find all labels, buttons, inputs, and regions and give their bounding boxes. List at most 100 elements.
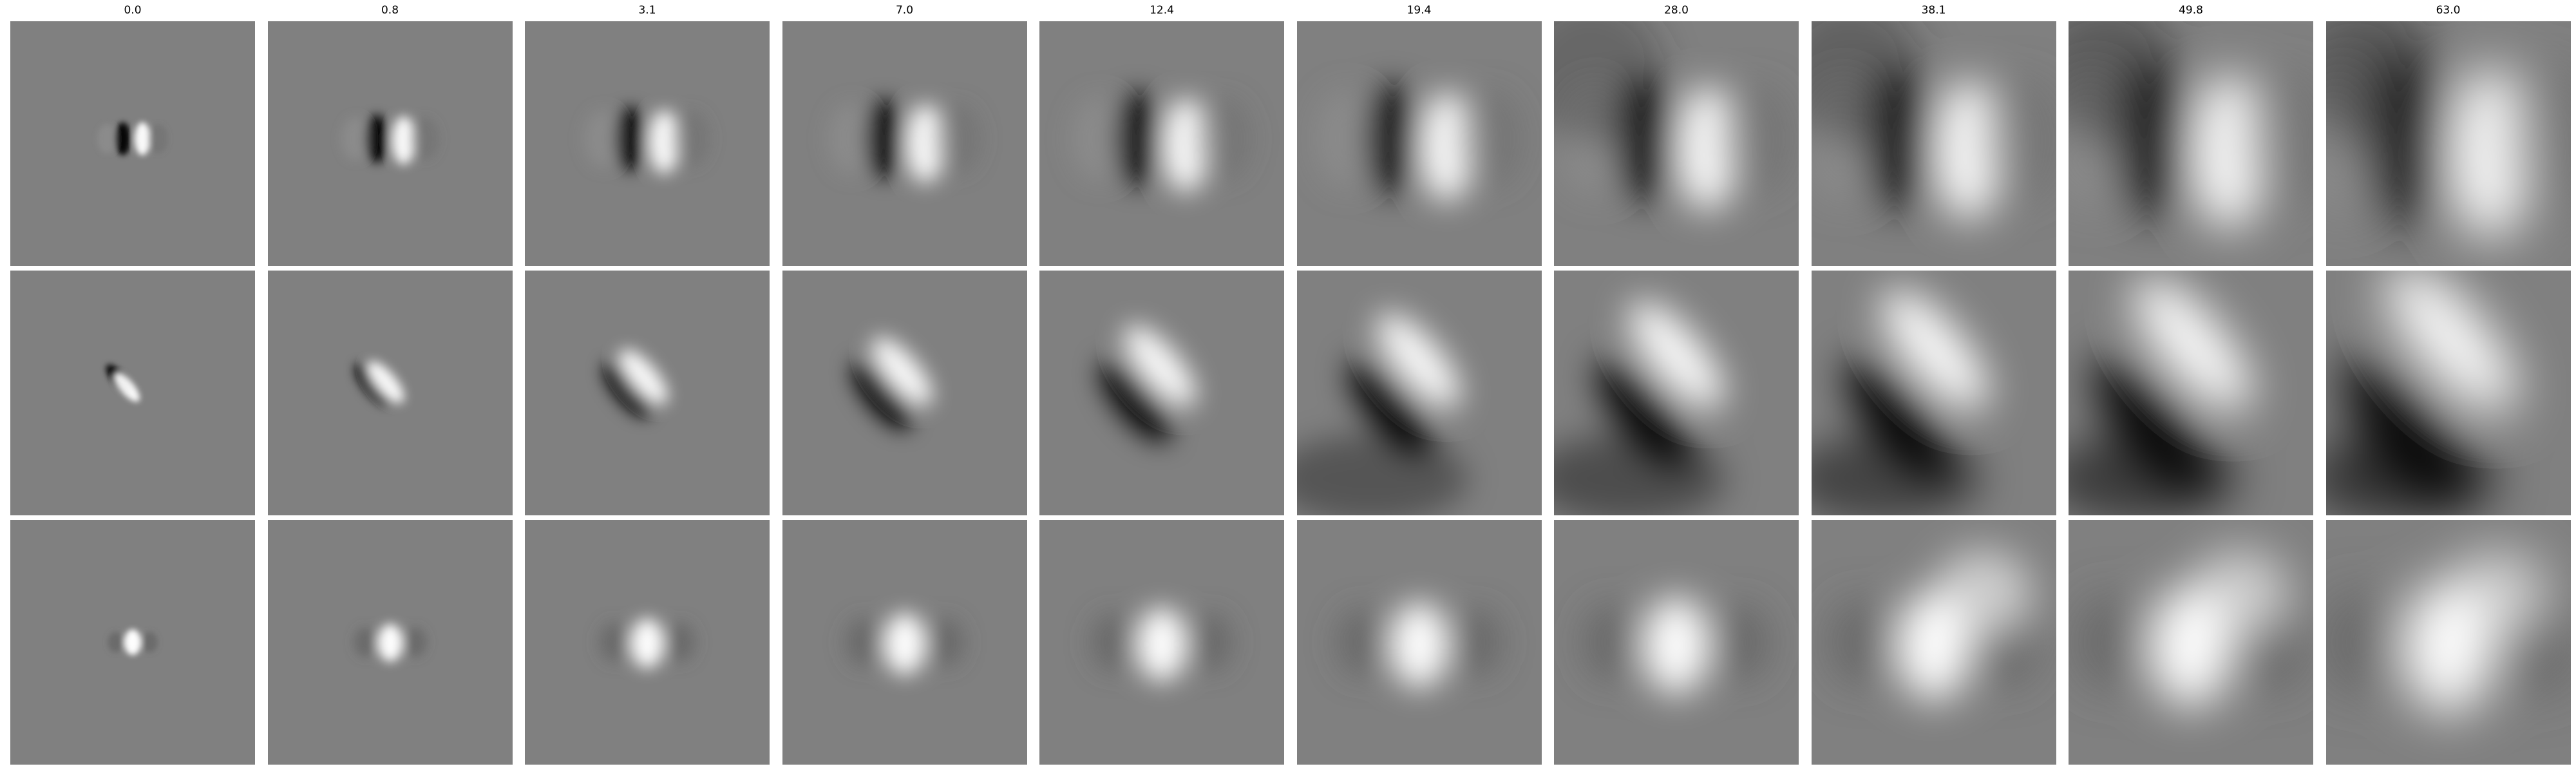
panel-image <box>1039 21 1284 266</box>
panel-background <box>10 21 255 266</box>
receptive-field-lobe <box>1090 613 1135 672</box>
receptive-field-lobe <box>603 362 651 418</box>
receptive-field-lobe <box>108 632 124 653</box>
receptive-field-panel <box>1811 271 2056 515</box>
receptive-field-lobe <box>2069 21 2179 144</box>
receptive-field-lobe <box>1163 98 1209 193</box>
panel-image <box>1296 271 1542 515</box>
panel-image <box>2069 520 2313 765</box>
receptive-field-lobe <box>1457 90 1524 188</box>
receptive-field-panel <box>267 21 513 266</box>
panel-image <box>1811 21 2056 266</box>
receptive-field-lobe <box>584 110 623 167</box>
panel-image <box>2069 271 2313 515</box>
receptive-field-panel <box>1554 21 1799 266</box>
receptive-field-lobe <box>1390 602 1448 688</box>
receptive-field-panel <box>10 271 255 515</box>
receptive-field-lobe <box>135 122 151 156</box>
receptive-field-panel <box>1811 520 2056 765</box>
receptive-field-lobe <box>1296 434 1468 515</box>
receptive-field-lobe <box>341 117 370 160</box>
receptive-field-panel <box>525 520 770 765</box>
column-title: 28.0 <box>1664 4 1689 17</box>
panel-image <box>525 271 770 515</box>
receptive-field-lobe <box>2505 62 2571 215</box>
receptive-field-panel <box>10 21 255 266</box>
receptive-field-panel <box>782 271 1027 515</box>
receptive-field-lobe <box>2073 593 2146 691</box>
receptive-field-panel <box>1039 520 1284 765</box>
receptive-field-lobe <box>148 124 168 154</box>
receptive-field-panel <box>2069 520 2313 765</box>
column-title: 12.4 <box>1150 4 1174 17</box>
panel-image <box>1811 271 2056 515</box>
panel-image <box>782 21 1027 266</box>
panel-image <box>2069 21 2313 266</box>
receptive-field-lobe <box>392 116 415 165</box>
column-title: 63.0 <box>2436 4 2461 17</box>
panel-image <box>267 520 513 765</box>
receptive-field-lobe <box>1099 360 1171 443</box>
receptive-field-panel <box>1296 520 1542 765</box>
receptive-field-lobe <box>865 99 904 178</box>
receptive-field-lobe <box>615 106 646 171</box>
receptive-field-lobe <box>672 110 710 167</box>
receptive-field-panel <box>1554 520 1799 765</box>
panel-background <box>267 21 513 266</box>
receptive-field-lobe <box>403 627 427 658</box>
receptive-field-lobe <box>1554 21 1664 144</box>
receptive-field-lobe <box>97 124 117 154</box>
receptive-field-lobe <box>2325 21 2436 144</box>
panel-image <box>1039 520 1284 765</box>
panel-background <box>782 21 1027 266</box>
receptive-field-lobe <box>1420 91 1473 202</box>
panel-image <box>525 520 770 765</box>
column-title: 0.0 <box>124 4 142 17</box>
receptive-field-lobe <box>1071 97 1128 181</box>
receptive-field-lobe <box>1188 613 1233 672</box>
panel-image <box>1554 520 1799 765</box>
receptive-field-lobe <box>844 617 882 667</box>
receptive-field-lobe <box>1643 596 1709 694</box>
receptive-field-lobe <box>354 363 392 406</box>
panel-background <box>525 21 770 266</box>
receptive-field-lobe <box>367 361 404 403</box>
receptive-field-lobe <box>142 632 158 653</box>
receptive-field-lobe <box>884 613 925 675</box>
receptive-field-lobe <box>934 103 981 175</box>
receptive-field-lobe <box>1115 91 1160 186</box>
panel-image <box>525 21 770 266</box>
column-title: 49.8 <box>2179 4 2203 17</box>
receptive-field-lobe <box>1982 76 2056 202</box>
receptive-field-panel <box>1811 21 2056 266</box>
panel-image <box>1039 271 1284 515</box>
receptive-field-lobe <box>927 617 965 667</box>
receptive-field-lobe <box>1677 86 1738 212</box>
receptive-field-lobe <box>377 624 403 662</box>
panel-image <box>782 520 1027 765</box>
receptive-field-lobe <box>1450 607 1502 677</box>
receptive-field-lobe <box>124 629 142 655</box>
receptive-field-lobe <box>2325 434 2497 515</box>
receptive-field-lobe <box>2325 589 2400 696</box>
panel-image <box>2325 21 2571 266</box>
receptive-field-panel <box>10 520 255 765</box>
receptive-field-lobe <box>1827 598 1894 687</box>
receptive-field-lobe <box>2385 271 2516 414</box>
receptive-field-lobe <box>1582 603 1641 682</box>
panel-image <box>1811 520 2056 765</box>
panel-image <box>267 271 513 515</box>
panel-image <box>267 21 513 266</box>
panel-image <box>1554 21 1799 266</box>
receptive-field-lobe <box>1314 90 1381 188</box>
receptive-field-lobe <box>1554 434 1725 515</box>
receptive-field-lobe <box>1811 21 1922 144</box>
receptive-field-lobe <box>365 114 388 164</box>
receptive-field-lobe <box>2243 69 2313 209</box>
receptive-field-lobe <box>1348 359 1432 455</box>
receptive-field-lobe <box>828 103 875 175</box>
receptive-field-panel <box>525 271 770 515</box>
receptive-field-panel <box>2069 271 2313 515</box>
column-title: 3.1 <box>638 4 656 17</box>
receptive-field-lobe <box>115 373 140 402</box>
